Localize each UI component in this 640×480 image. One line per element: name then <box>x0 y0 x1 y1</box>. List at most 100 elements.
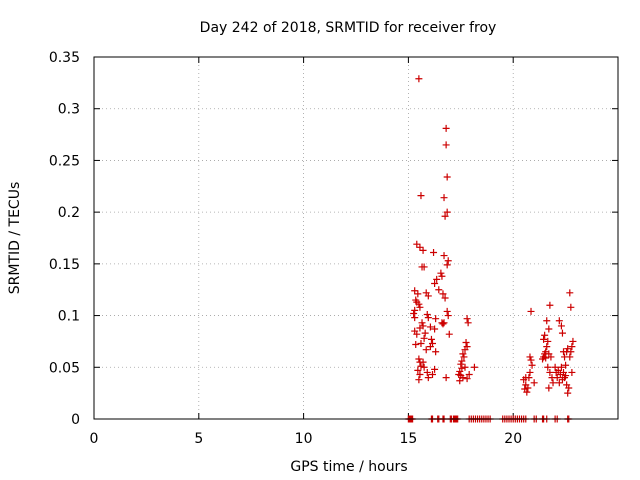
data-point <box>546 301 554 309</box>
data-point <box>439 290 447 298</box>
data-point <box>440 319 448 327</box>
data-point <box>443 307 451 315</box>
data-point <box>555 317 563 325</box>
data-point <box>456 377 464 385</box>
data-point <box>464 319 472 327</box>
data-point <box>545 384 553 392</box>
y-tick-label: 0.3 <box>58 102 80 118</box>
data-point <box>530 379 538 387</box>
data-point <box>549 379 557 387</box>
data-point <box>567 303 575 311</box>
data-point <box>411 306 419 314</box>
data-point <box>444 312 452 320</box>
y-tick-label: 0.35 <box>49 50 80 66</box>
y-tick-label: 0.1 <box>58 309 80 325</box>
data-point <box>415 300 423 308</box>
x-tick-label: 20 <box>504 431 522 447</box>
x-tick-label: 0 <box>90 431 99 447</box>
data-point <box>416 243 424 251</box>
data-point <box>424 374 432 382</box>
data-point <box>544 337 552 345</box>
x-tick-label: 10 <box>295 431 313 447</box>
data-point <box>423 368 431 376</box>
y-tick-label: 0.15 <box>49 257 80 273</box>
data-point <box>562 372 570 380</box>
data-point <box>415 75 423 83</box>
data-point <box>457 360 465 368</box>
data-point <box>431 325 439 333</box>
data-point <box>417 362 425 370</box>
y-tick-label: 0.2 <box>58 205 80 221</box>
data-point <box>569 337 577 345</box>
data-point <box>410 310 418 318</box>
data-point <box>416 324 424 332</box>
data-point <box>416 371 424 379</box>
data-point <box>443 208 451 216</box>
data-point <box>426 343 434 351</box>
x-tick-label: 5 <box>194 431 203 447</box>
data-point <box>439 320 447 328</box>
data-point <box>412 341 420 349</box>
data-point <box>417 192 425 200</box>
tick-labels: 0 5 10 15 20 0 0.05 0.1 0.15 0.2 0.25 0.3 0.35 <box>49 50 522 447</box>
data-point <box>541 331 549 339</box>
data-point <box>426 323 434 331</box>
data-point <box>440 194 448 202</box>
data-point <box>424 314 432 322</box>
data-point <box>411 287 419 295</box>
data-point <box>442 141 450 149</box>
data-point <box>558 329 566 337</box>
data-point <box>444 257 452 265</box>
data-point <box>415 376 423 384</box>
data-point <box>462 338 470 346</box>
data-point <box>547 353 555 361</box>
grid-lines <box>94 57 618 419</box>
data-point <box>557 363 565 371</box>
data-point <box>415 355 423 363</box>
data-point <box>429 371 437 379</box>
data-point <box>442 124 450 132</box>
data-point <box>545 325 553 333</box>
data-point <box>413 240 421 248</box>
data-point <box>411 314 419 322</box>
data-point <box>437 269 445 277</box>
data-point <box>551 363 559 371</box>
data-point <box>463 375 471 383</box>
data-point <box>554 366 562 374</box>
data-point <box>431 365 439 373</box>
data-point <box>440 252 448 260</box>
data-point <box>564 345 572 353</box>
data-point <box>421 329 429 337</box>
data-point <box>442 374 450 382</box>
data-point <box>414 290 422 298</box>
data-point <box>463 315 471 323</box>
data-point <box>441 294 449 302</box>
data-point <box>568 343 576 351</box>
chart-title: Day 242 of 2018, SRMTID for receiver fro… <box>200 20 497 36</box>
data-point <box>420 363 428 371</box>
data-point <box>540 335 548 343</box>
plot-frame <box>93 56 619 420</box>
x-axis-label: GPS time / hours <box>290 459 407 475</box>
y-tick-label: 0 <box>71 412 80 428</box>
data-point <box>564 389 572 397</box>
data-point <box>456 367 464 375</box>
data-point <box>546 368 554 376</box>
data-point <box>568 368 576 376</box>
data-point <box>557 322 565 330</box>
data-point <box>438 272 446 280</box>
data-point <box>433 275 441 283</box>
data-point <box>465 371 473 379</box>
data-point <box>418 319 426 327</box>
data-point <box>543 343 551 351</box>
data-point <box>459 374 467 382</box>
data-point <box>461 363 469 371</box>
data-point <box>566 353 574 361</box>
data-point <box>565 384 573 392</box>
data-point <box>458 357 466 365</box>
data-point <box>522 374 530 382</box>
data-point <box>460 353 468 361</box>
data-point <box>443 173 451 181</box>
data-point <box>445 330 453 338</box>
